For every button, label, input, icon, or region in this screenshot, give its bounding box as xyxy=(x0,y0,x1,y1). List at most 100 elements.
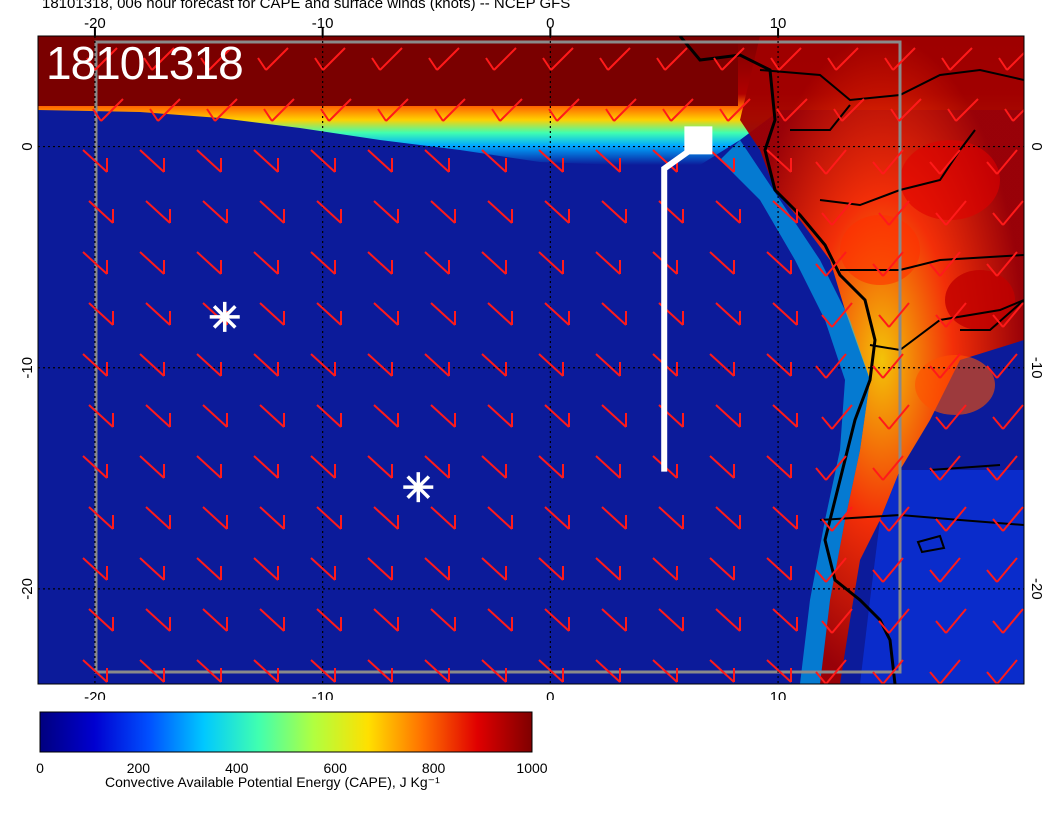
lat-tick-left: -20 xyxy=(19,578,36,600)
wind-barb xyxy=(652,557,678,581)
wind-barb xyxy=(821,608,853,634)
wind-barb xyxy=(929,353,961,379)
wind-barb xyxy=(143,47,175,71)
axis-ticks: -20 -10 0 10 -20 -10 0 10 0 -10 -20 0 -10 -20 xyxy=(19,15,1045,700)
africa-coastline xyxy=(678,36,897,684)
wind-barb xyxy=(538,251,564,275)
wind-barb xyxy=(424,455,450,479)
wind-barb xyxy=(601,302,627,326)
lon-tick-mark xyxy=(93,28,96,36)
wind-barb xyxy=(605,98,637,122)
wind-barb xyxy=(815,659,847,684)
wind-barb xyxy=(544,302,570,326)
wind-barb xyxy=(253,455,279,479)
wind-barb xyxy=(373,200,399,224)
wind-barb xyxy=(202,200,228,224)
wind-barb xyxy=(206,98,238,122)
wind-barb xyxy=(487,404,513,428)
wind-barb xyxy=(145,506,171,530)
wind-barb xyxy=(145,302,171,326)
wind-barb xyxy=(992,506,1024,532)
wind-barb xyxy=(776,98,808,122)
wind-barb xyxy=(538,353,564,377)
wind-barb xyxy=(595,557,621,581)
lon-tick-bottom: 10 xyxy=(770,689,787,700)
wind-barb xyxy=(481,251,507,275)
lat-tick-right: 0 xyxy=(1028,142,1045,150)
wind-barb xyxy=(202,608,228,632)
wind-barb xyxy=(884,47,916,71)
wind-barb xyxy=(715,302,741,326)
wind-barb xyxy=(253,251,279,275)
wind-barb xyxy=(544,506,570,530)
wind-barb xyxy=(821,404,853,430)
wind-barb xyxy=(815,251,847,277)
wind-barb xyxy=(709,557,735,581)
wind-barb xyxy=(709,659,735,683)
wind-barb xyxy=(601,608,627,632)
wind-barb xyxy=(485,47,517,71)
lon-tick-top: -10 xyxy=(312,15,334,32)
wind-barb xyxy=(542,47,574,71)
wind-barb xyxy=(259,302,285,326)
wind-barb xyxy=(595,353,621,377)
wind-barb xyxy=(316,302,342,326)
wind-barb xyxy=(544,200,570,224)
wind-barb xyxy=(766,557,792,581)
lat-tick-right: -10 xyxy=(1028,357,1045,379)
wind-barb xyxy=(200,47,232,71)
wind-barb xyxy=(658,506,684,530)
wind-barb xyxy=(196,659,222,683)
lake xyxy=(916,534,946,554)
wind-barb xyxy=(139,251,165,275)
wind-barb xyxy=(430,302,456,326)
wind-barb xyxy=(772,608,798,632)
wind-barb xyxy=(487,200,513,224)
wind-barb xyxy=(145,200,171,224)
cape-wind-map: -20 -10 0 10 -20 -10 0 10 0 -10 -20 0 -10 -20 xyxy=(19,15,1045,700)
wind-barb xyxy=(487,506,513,530)
wind-barb xyxy=(139,557,165,581)
lon-tick-mark xyxy=(777,28,780,36)
wind-barb xyxy=(371,47,403,71)
wind-barb xyxy=(544,608,570,632)
wind-barb xyxy=(599,47,631,71)
wind-barb xyxy=(145,404,171,428)
wind-barb xyxy=(713,47,745,71)
wind-barb xyxy=(202,506,228,530)
wind-barb xyxy=(719,98,751,122)
wind-barb xyxy=(766,149,792,173)
wind-barb xyxy=(878,302,910,328)
wind-barb xyxy=(259,608,285,632)
colorbar-tick-label: 800 xyxy=(422,760,446,776)
wind-barb xyxy=(310,149,336,173)
wind-barb xyxy=(658,608,684,632)
wind-barb xyxy=(310,455,336,479)
wind-barb xyxy=(434,98,466,122)
wind-barb xyxy=(815,557,847,583)
wind-barb xyxy=(196,455,222,479)
wind-barb xyxy=(428,47,460,71)
wind-barb xyxy=(82,557,108,581)
wind-barb xyxy=(815,149,847,175)
wind-barb xyxy=(377,98,409,122)
wind-barb xyxy=(544,404,570,428)
lat-tick-right: -20 xyxy=(1028,578,1045,600)
wind-barb xyxy=(88,506,114,530)
wind-barb xyxy=(82,149,108,173)
wind-barb xyxy=(257,47,289,71)
wind-barb xyxy=(872,455,904,481)
wind-barb xyxy=(601,506,627,530)
wind-barb xyxy=(253,659,279,683)
wind-barb xyxy=(253,557,279,581)
asterisk-marker xyxy=(209,301,240,332)
wind-barb xyxy=(481,455,507,479)
colorbar-tick-label: 400 xyxy=(225,760,249,776)
lat-tick-left: 0 xyxy=(19,142,36,150)
wind-barb xyxy=(595,251,621,275)
wind-barb xyxy=(715,404,741,428)
wind-barb xyxy=(82,251,108,275)
wind-barb xyxy=(259,506,285,530)
wind-barb xyxy=(929,557,961,583)
wind-barb xyxy=(986,251,1018,277)
